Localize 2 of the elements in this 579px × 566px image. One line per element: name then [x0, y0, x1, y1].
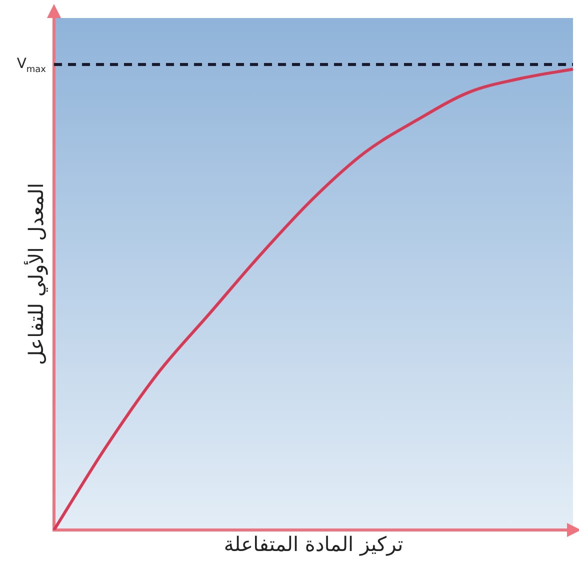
x-axis-title: تركيز المادة المتفاعلة — [224, 532, 404, 556]
y-axis-title: المعدل الأولي للتفاعل — [23, 182, 48, 366]
